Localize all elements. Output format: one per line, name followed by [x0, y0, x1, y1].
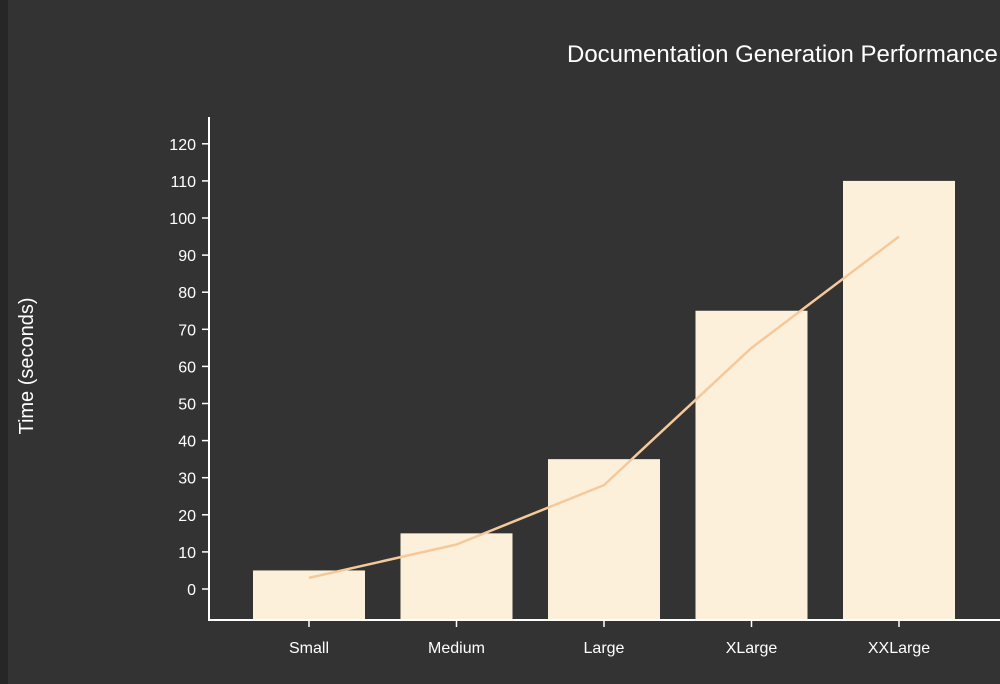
- y-tick-label: 20: [178, 508, 196, 525]
- y-tick-label: 80: [178, 285, 196, 302]
- window-edge: [0, 0, 8, 684]
- bar-large: [548, 459, 660, 620]
- y-tick-label: 40: [178, 434, 196, 451]
- x-axis: Small Medium Large XLarge XXLarge: [208, 619, 1000, 657]
- y-axis: 0 10 20 30 40 50 60 70 80 90 100 110 120: [169, 117, 210, 620]
- x-tick-label-large: Large: [584, 640, 625, 657]
- y-tick-label: 110: [170, 174, 196, 191]
- bars-layer: [253, 180, 955, 620]
- x-tick-label-xlarge: XLarge: [726, 640, 778, 657]
- y-tick-label: 100: [169, 211, 196, 228]
- y-tick-label: 50: [178, 397, 196, 414]
- bar-small: [253, 570, 365, 620]
- x-tick-label-xxlarge: XXLarge: [868, 640, 930, 657]
- chart-title: Documentation Generation Performance: [567, 41, 998, 68]
- y-tick-label: 90: [178, 248, 196, 265]
- y-tick-label: 70: [178, 322, 196, 339]
- y-tick-label: 10: [178, 545, 196, 562]
- y-axis-label: Time (seconds): [16, 297, 38, 434]
- x-tick-label-medium: Medium: [428, 640, 485, 657]
- y-tick-label: 0: [187, 582, 196, 599]
- bar-medium: [400, 533, 513, 620]
- x-tick-label-small: Small: [289, 640, 329, 657]
- y-tick-label: 30: [178, 471, 196, 488]
- y-tick-label: 60: [178, 359, 196, 376]
- bar-xxlarge: [843, 180, 955, 620]
- y-tick-label: 120: [169, 137, 196, 154]
- bar-xlarge: [695, 310, 808, 620]
- trend-line-layer: [308, 235, 900, 580]
